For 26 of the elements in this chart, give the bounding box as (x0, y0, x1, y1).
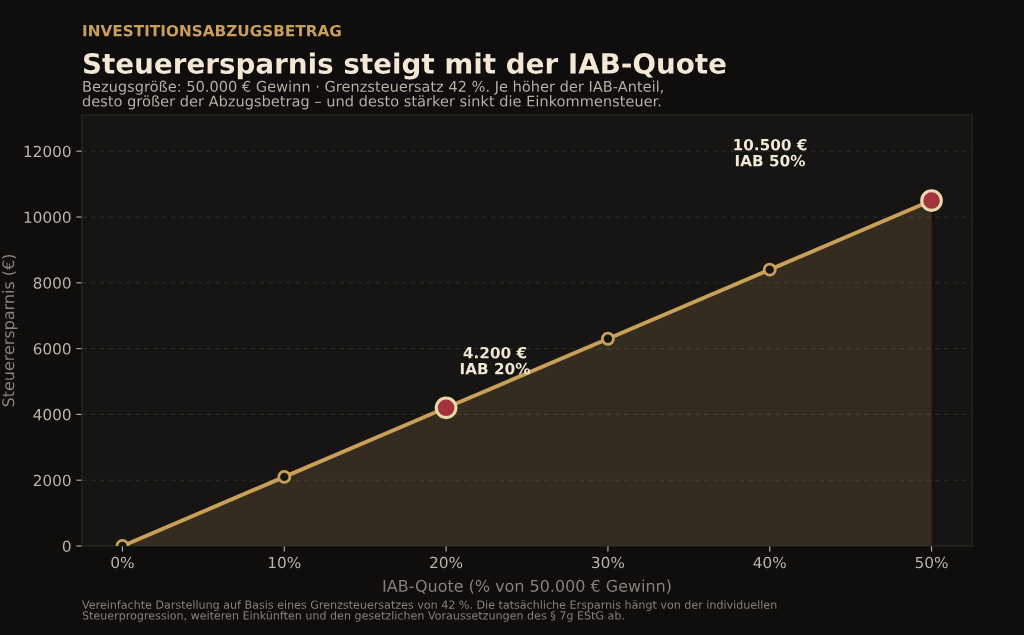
x-tick-label: 20% (430, 556, 463, 569)
text: Vereinfachte Darstellung auf Basis eines Grenzsteuersatzes von 42 %. Die tatsächliche Ersparnis hängt von der individuellen Steuerprogression, weiteren Einkünften und den gesetzlichen Voraussetzungen des § 7g EStG ab. (82, 600, 777, 622)
annotation: 4.200 € IAB 20% (460, 346, 531, 375)
text: INVESTITIONSABZUGSBETRAG (83, 24, 341, 37)
point (600, 331, 615, 346)
chart-subtitle: Bezugsgröße: 50.000 € Gewinn · Grenzsteuersatz 42 %. Je höher der IAB-Anteil, desto größer der Abzugsbetrag – und desto stärker sinkt die Einkommensteuer. (82, 80, 663, 110)
annotation: 10.500 € IAB 50% (734, 138, 807, 167)
y-tick-label: 12000 (24, 145, 71, 158)
y-axis-title: Steuerersparnis (€) (1, 254, 18, 407)
y-tick-label: 10000 (24, 211, 71, 224)
point (920, 189, 943, 212)
chart-title: Steuerersparnis steigt mit der IAB-Quote (83, 52, 726, 80)
y-tick-label: 0 (62, 540, 71, 553)
point (434, 396, 458, 420)
y-tick-label: 6000 (33, 343, 71, 355)
point (277, 469, 292, 484)
y-tick-label: 8000 (33, 277, 71, 289)
x-tick-label: 50% (915, 556, 948, 569)
y-tick-label: 2000 (33, 474, 71, 487)
y-tick-label: 4000 (33, 408, 71, 421)
x-axis-title: IAB-Quote (% von 50.000 € Gewinn) (383, 579, 671, 594)
x-tick-label: 10% (268, 556, 301, 569)
point (762, 262, 777, 277)
x-tick-label: 0% (111, 556, 134, 569)
x-tick-label: 30% (592, 556, 625, 569)
x-tick-label: 40% (753, 556, 786, 569)
